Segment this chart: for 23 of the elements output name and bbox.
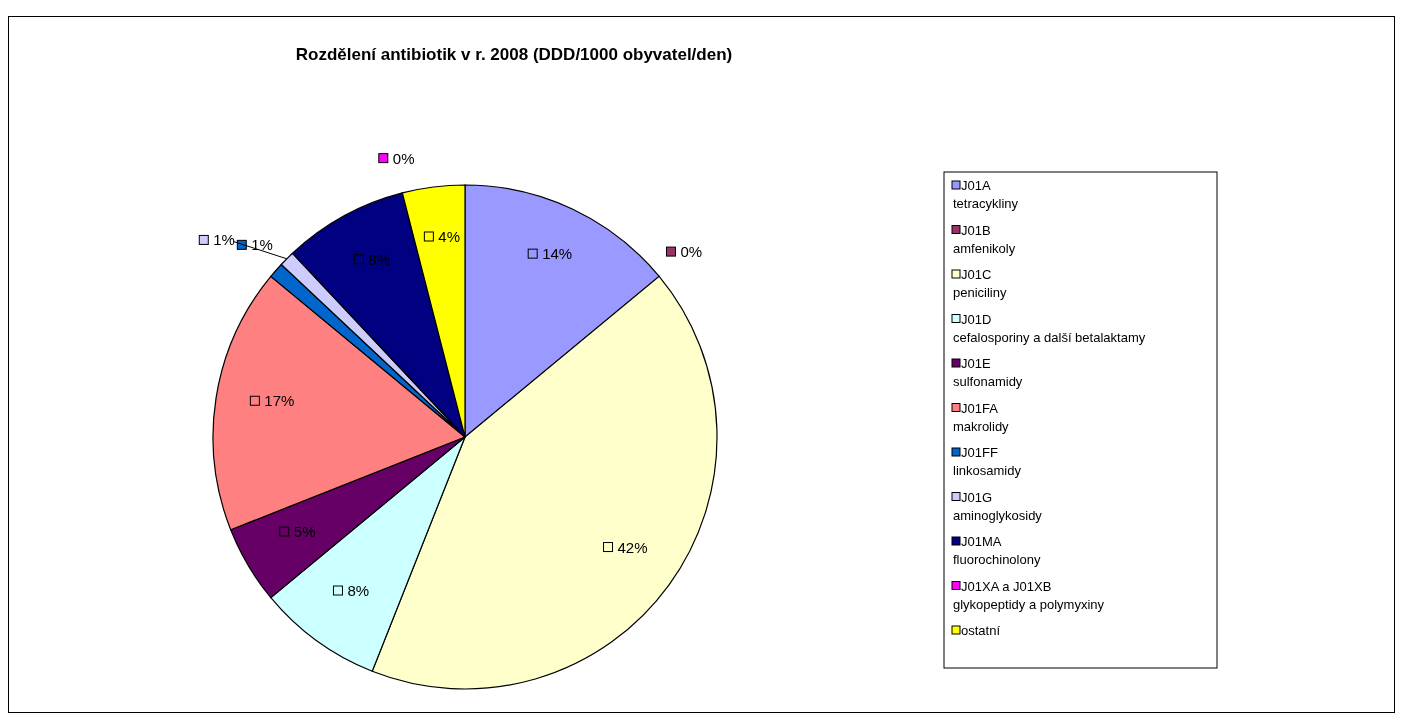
data-label: 42% [617,538,648,556]
text: 0% [392,149,415,167]
legend-label: J01A tetracykliny [953,178,1019,211]
data-label: 8% [368,250,390,268]
data-label: 8% [347,582,370,600]
legend-label: J01C peniciliny [953,267,1007,300]
data-label: 1% [251,236,273,254]
legend-label: J01G aminoglykosidy [953,489,1043,523]
legend-label: J01E sulfonamidy [953,356,1023,389]
legend-label: J01FA makrolidy [953,400,1010,434]
legend-label: J01MA fluorochinolony [953,534,1041,567]
data-label: 14% [542,245,573,263]
data-label: 4% [438,227,461,245]
data-label: 17% [264,392,295,410]
text: 0% [680,243,703,261]
data-label: 5% [293,523,316,541]
legend-label: J01XA a J01XB glykopeptidy a polymyxiny [953,578,1105,612]
data-label: 1% [213,231,235,249]
chart-title: Rozdělení antibiotik v r. 2008 (DDD/1000 obyvatel/den) [295,45,733,64]
legend-label: ostatní [961,623,1001,638]
legend-label: J01D cefalosporiny a další betalaktamy [953,311,1146,345]
legend-label: J01FF linkosamidy [953,445,1022,478]
legend-label: J01B amfenikoly [953,222,1016,256]
